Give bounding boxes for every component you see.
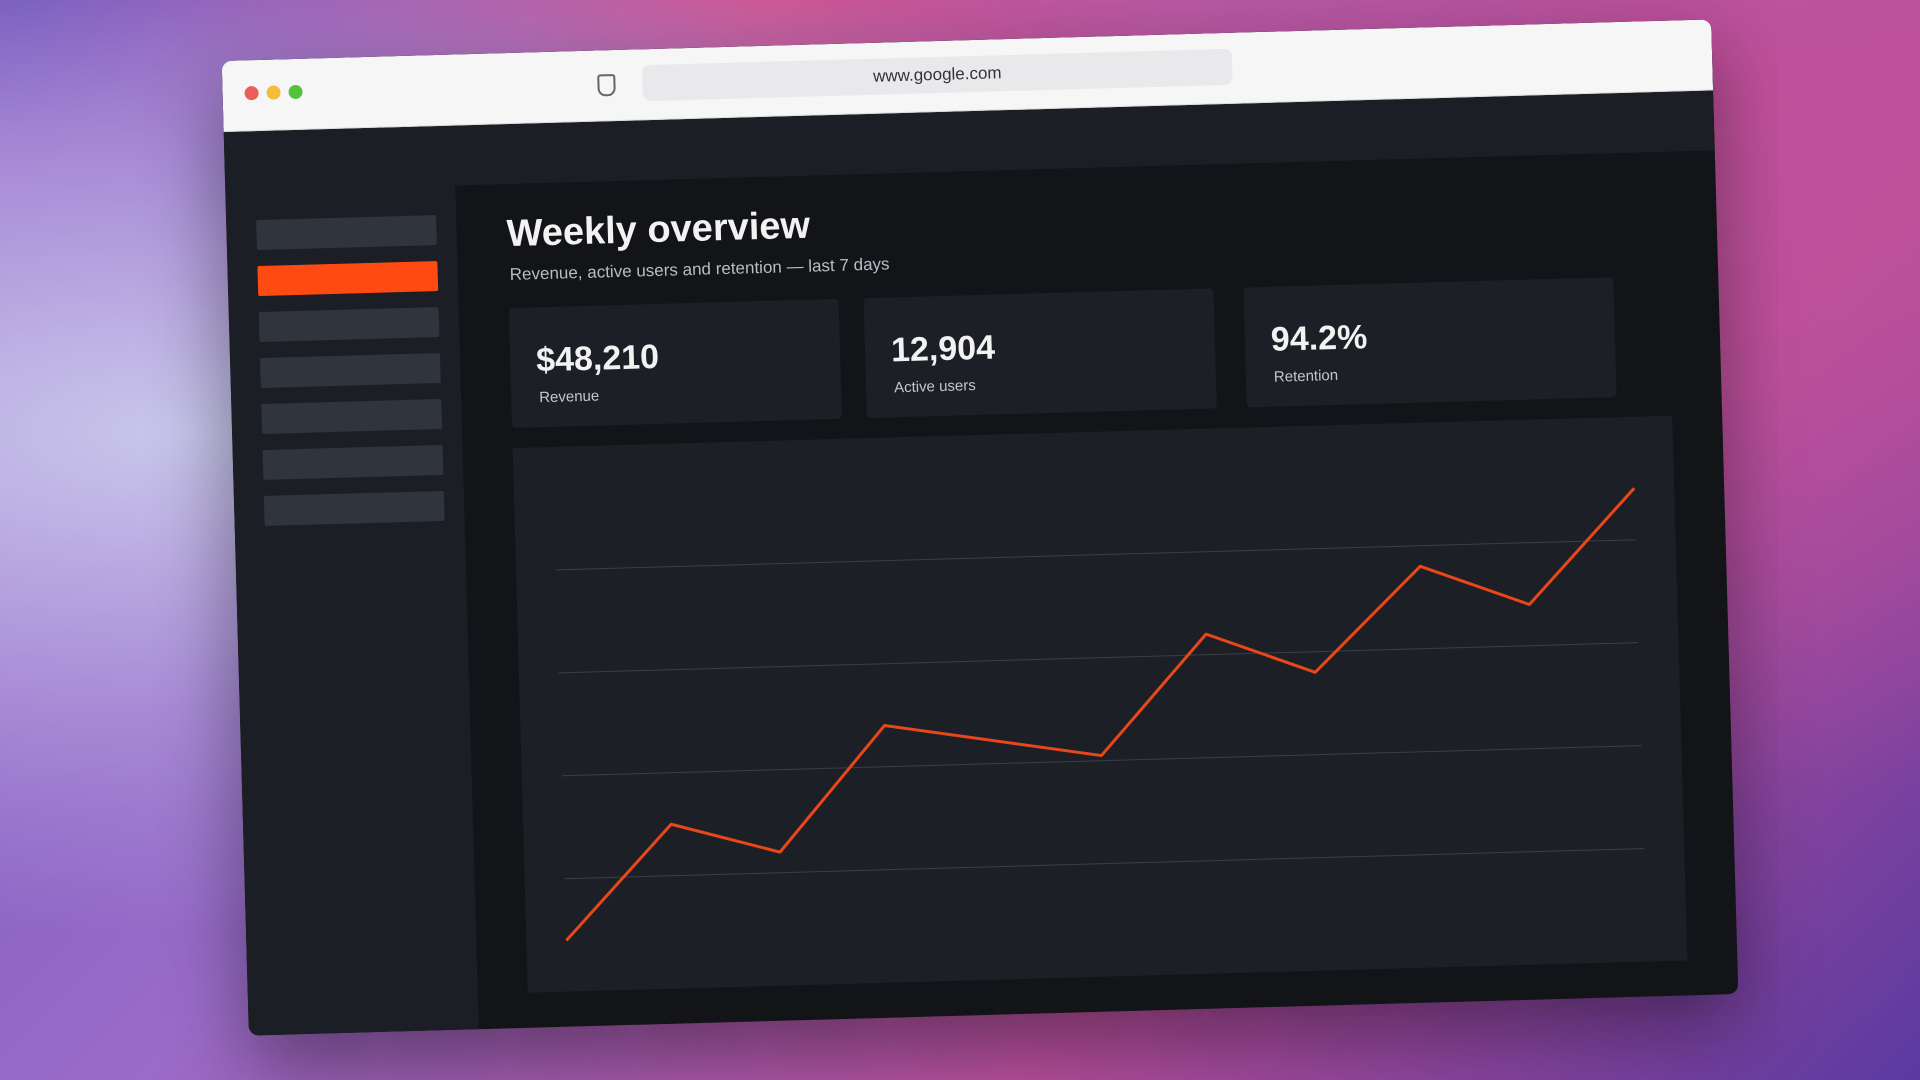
page-title: Weekly overview bbox=[506, 204, 811, 256]
grid-line bbox=[564, 848, 1645, 880]
grid-line bbox=[561, 745, 1642, 777]
minimize-button[interactable] bbox=[266, 85, 281, 100]
nav-item[interactable] bbox=[263, 490, 445, 526]
nav-item[interactable] bbox=[261, 398, 443, 435]
kpi-value: 94.2% bbox=[1270, 318, 1368, 359]
nav-item-active[interactable] bbox=[257, 261, 439, 297]
sidebar bbox=[225, 184, 479, 1036]
kpi-card: $48,210 Revenue bbox=[508, 298, 842, 429]
kpi-label: Active users bbox=[893, 377, 976, 397]
privacy-icon[interactable] bbox=[597, 74, 616, 97]
nav-item[interactable] bbox=[256, 215, 437, 251]
address-bar[interactable]: www.google.com bbox=[641, 48, 1233, 102]
zoom-button[interactable] bbox=[288, 84, 303, 100]
kpi-card: 94.2% Retention bbox=[1243, 277, 1617, 408]
line-series bbox=[565, 487, 1636, 942]
kpi-label: Revenue bbox=[538, 387, 600, 407]
kpi-label: Retention bbox=[1273, 366, 1339, 386]
browser-window: www.google.com Weekly overview Revenue, … bbox=[221, 19, 1739, 1036]
chart bbox=[556, 487, 1645, 942]
kpi-card: 12,904 Active users bbox=[863, 288, 1217, 419]
nav-item[interactable] bbox=[259, 353, 441, 389]
main-content: Weekly overview Revenue, active users an… bbox=[455, 149, 1738, 1029]
nav-item[interactable] bbox=[262, 444, 444, 480]
nav-item[interactable] bbox=[258, 307, 440, 343]
grid-line bbox=[558, 642, 1639, 674]
close-button[interactable] bbox=[244, 85, 259, 101]
chart-panel bbox=[512, 415, 1688, 993]
kpi-value: 12,904 bbox=[890, 328, 996, 370]
page-subtitle: Revenue, active users and retention — la… bbox=[509, 254, 890, 285]
kpi-value: $48,210 bbox=[535, 337, 660, 380]
grid-line bbox=[556, 539, 1636, 571]
